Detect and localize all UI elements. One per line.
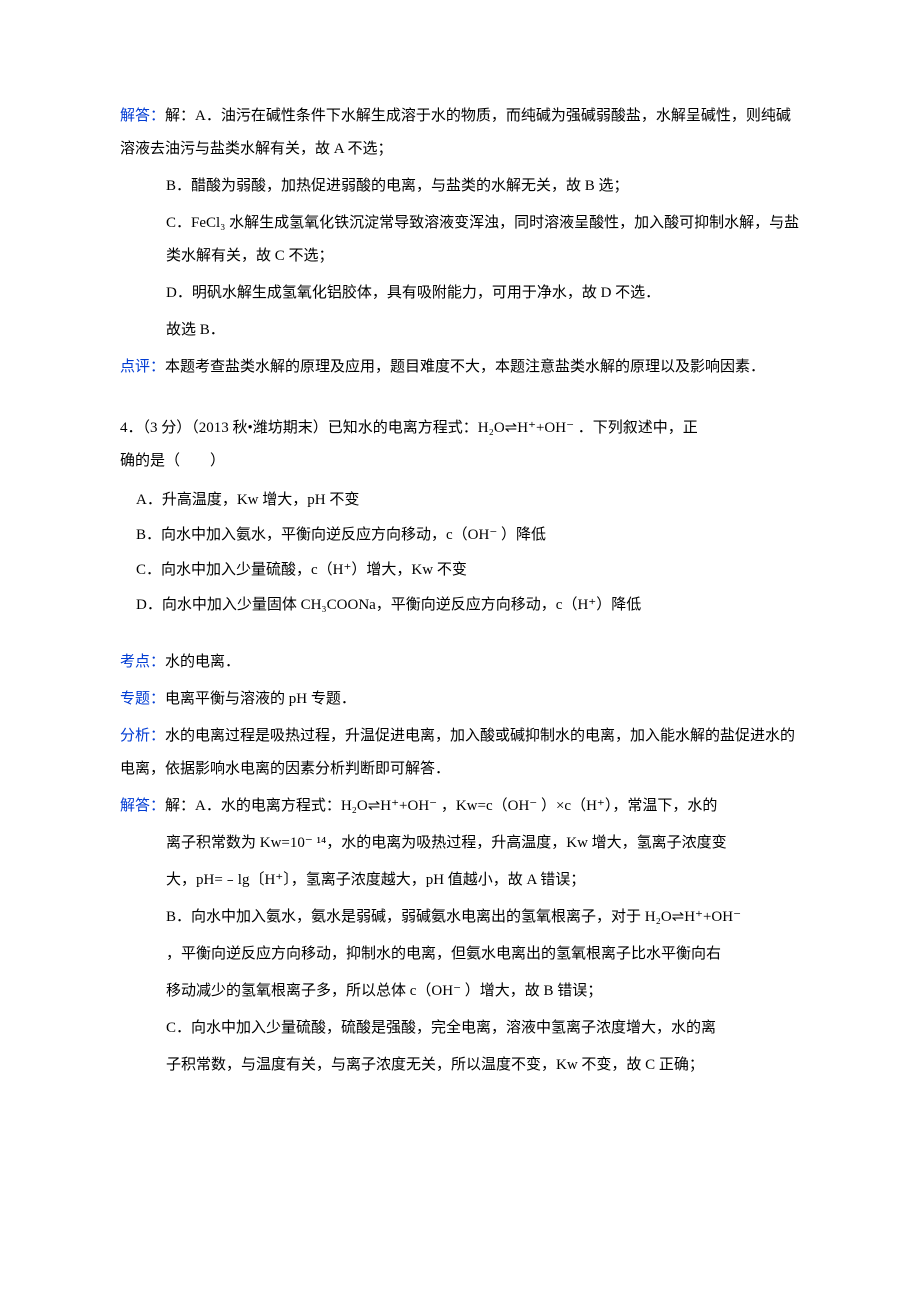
- q3-answer-d: D．明矾水解生成氢氧化铝胶体，具有吸附能力，可用于净水，故 D 不选．: [120, 277, 800, 310]
- q3-answer-c: C．FeCl₃ 水解生成氢氧化铁沉淀常导致溶液变浑浊，同时溶液呈酸性，加入酸可抑…: [120, 207, 800, 273]
- label-comment: 点评：: [120, 359, 165, 375]
- q4-stem: 4．（3 分）（2013 秋•潍坊期末）已知水的电离方程式：H₂O⇌H⁺+OH⁻…: [120, 412, 800, 478]
- label-fenxi: 分析：: [120, 728, 165, 744]
- label-zhuanti: 专题：: [120, 691, 165, 707]
- q4-stem-line1: 4．（3 分）（2013 秋•潍坊期末）已知水的电离方程式：H₂O⇌H⁺+OH⁻…: [120, 420, 698, 436]
- q4-option-a: A．升高温度，Kw 增大，pH 不变: [120, 484, 800, 517]
- q3-comment-text: 本题考查盐类水解的原理及应用，题目难度不大，本题注意盐类水解的原理以及影响因素．: [165, 359, 765, 375]
- q4-answer-a-l2: 离子积常数为 Kw=10⁻ ¹⁴，水的电离为吸热过程，升高温度，Kw 增大，氢离…: [120, 827, 800, 860]
- label-kaodian: 考点：: [120, 654, 165, 670]
- q4-answer-b-l1: B．向水中加入氨水，氨水是弱碱，弱碱氨水电离出的氢氧根离子，对于 H₂O⇌H⁺+…: [120, 901, 800, 934]
- label-answer-q4: 解答：: [120, 798, 165, 814]
- q4-answer-b-l2: ，平衡向逆反应方向移动，抑制水的电离，但氨水电离出的氢氧根离子比水平衡向右: [120, 938, 800, 971]
- q4-answer-a-l3: 大，pH=﹣lg〔H⁺〕，氢离子浓度越大，pH 值越小，故 A 错误；: [120, 864, 800, 897]
- q4-answer-a-1: 解答：解：A．水的电离方程式：H₂O⇌H⁺+OH⁻ ，Kw=c（OH⁻ ）×c（…: [120, 790, 800, 823]
- q4-kaodian: 考点：水的电离．: [120, 646, 800, 679]
- q4-option-c: C．向水中加入少量硫酸，c（H⁺）增大，Kw 不变: [120, 554, 800, 587]
- q4-answer-a-l1: 解：A．水的电离方程式：H₂O⇌H⁺+OH⁻ ，Kw=c（OH⁻ ）×c（H⁺）…: [165, 798, 717, 814]
- q4-answer-b-l3: 移动减少的氢氧根离子多，所以总体 c（OH⁻ ）增大，故 B 错误；: [120, 975, 800, 1008]
- label-answer: 解答：: [120, 108, 165, 124]
- q4-zhuanti-text: 电离平衡与溶液的 pH 专题．: [165, 691, 356, 707]
- q4-answer-c-l1: C．向水中加入少量硫酸，硫酸是强酸，完全电离，溶液中氢离子浓度增大，水的离: [120, 1012, 800, 1045]
- q3-answer-a-text: 解：A．油污在碱性条件下水解生成溶于水的物质，而纯碱为强碱弱酸盐，水解呈碱性，则…: [120, 108, 791, 157]
- q4-kaodian-text: 水的电离．: [165, 654, 240, 670]
- q4-fenxi: 分析：水的电离过程是吸热过程，升温促进电离，加入酸或碱抑制水的电离，加入能水解的…: [120, 720, 800, 786]
- q4-zhuanti: 专题：电离平衡与溶液的 pH 专题．: [120, 683, 800, 716]
- q3-comment: 点评：本题考查盐类水解的原理及应用，题目难度不大，本题注意盐类水解的原理以及影响…: [120, 351, 800, 384]
- q4-stem-line2: 确的是（ ）: [120, 453, 225, 469]
- document-page: 解答：解：A．油污在碱性条件下水解生成溶于水的物质，而纯碱为强碱弱酸盐，水解呈碱…: [0, 0, 920, 1302]
- q4-option-d: D．向水中加入少量固体 CH₃COONa，平衡向逆反应方向移动，c（H⁺）降低: [120, 589, 800, 622]
- q3-answer-a: 解答：解：A．油污在碱性条件下水解生成溶于水的物质，而纯碱为强碱弱酸盐，水解呈碱…: [120, 100, 800, 166]
- q3-answer-conclusion: 故选 B．: [120, 314, 800, 347]
- q4-answer-c-l2: 子积常数，与温度有关，与离子浓度无关，所以温度不变，Kw 不变，故 C 正确；: [120, 1049, 800, 1082]
- q4-fenxi-text: 水的电离过程是吸热过程，升温促进电离，加入酸或碱抑制水的电离，加入能水解的盐促进…: [120, 728, 795, 777]
- q3-answer-b: B．醋酸为弱酸，加热促进弱酸的电离，与盐类的水解无关，故 B 选；: [120, 170, 800, 203]
- q4-option-b: B．向水中加入氨水，平衡向逆反应方向移动，c（OH⁻ ）降低: [120, 519, 800, 552]
